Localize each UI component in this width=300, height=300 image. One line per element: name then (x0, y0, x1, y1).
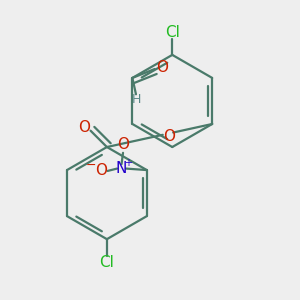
Text: O: O (156, 60, 168, 75)
Text: N: N (116, 161, 127, 176)
Text: Cl: Cl (100, 255, 114, 270)
Text: +: + (124, 158, 132, 168)
Text: Cl: Cl (165, 25, 180, 40)
Text: O: O (95, 164, 107, 178)
Text: O: O (164, 129, 175, 144)
Text: −: − (86, 158, 96, 172)
Text: H: H (132, 93, 142, 106)
Text: O: O (78, 120, 90, 135)
Text: O: O (117, 137, 129, 152)
